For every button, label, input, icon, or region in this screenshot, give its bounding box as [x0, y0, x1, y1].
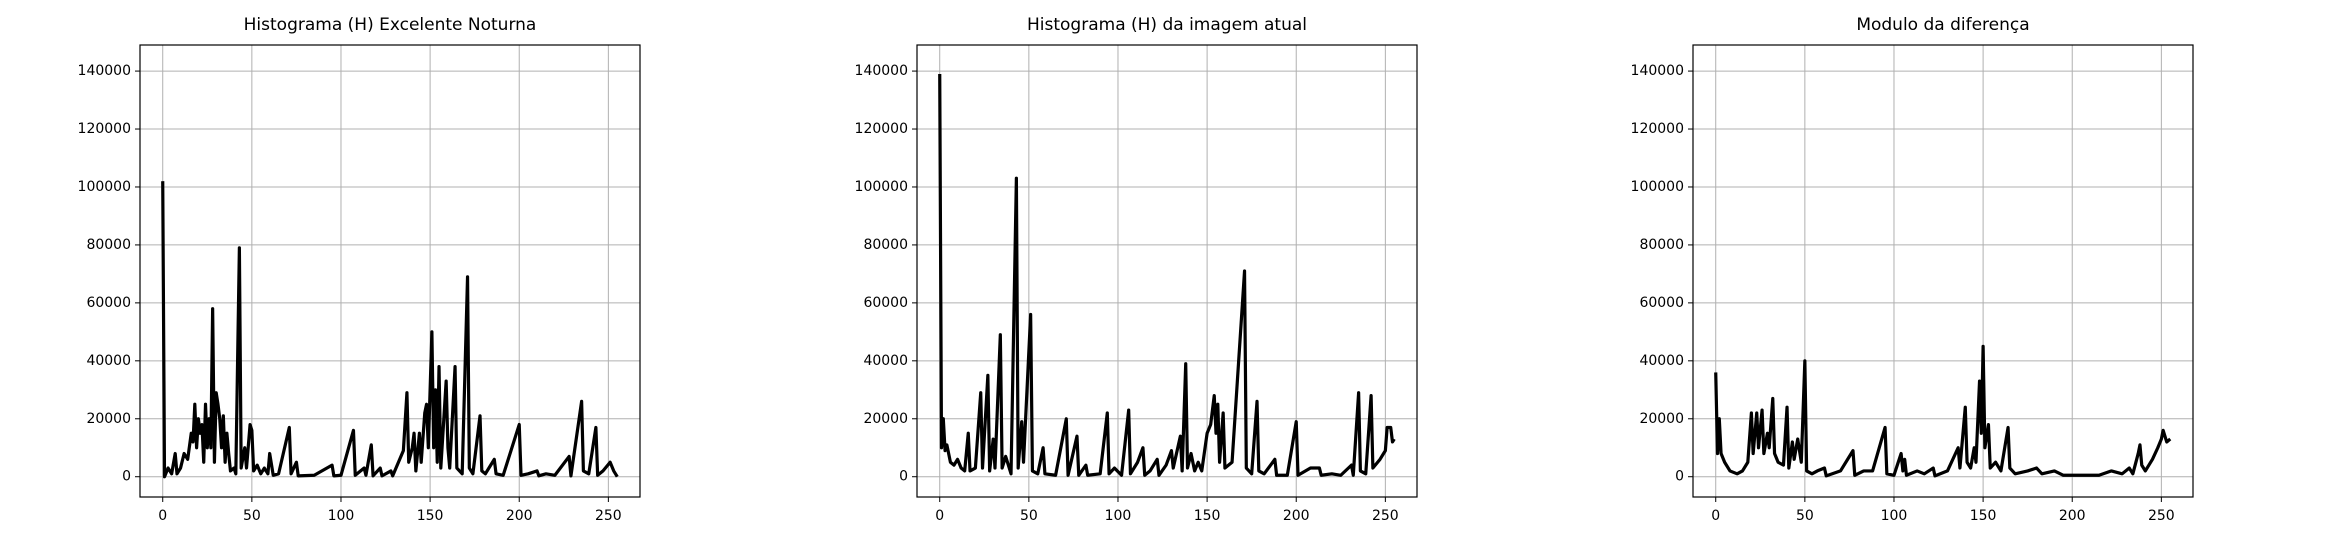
histogram-line — [161, 181, 619, 479]
y-tick-label: 80000 — [863, 237, 908, 253]
y-tick-label: 100000 — [78, 179, 131, 195]
x-tick-label: 200 — [506, 508, 533, 524]
y-tick-label: 20000 — [863, 411, 908, 427]
x-tick-label: 150 — [1194, 508, 1221, 524]
x-tick-label: 50 — [243, 508, 261, 524]
y-tick-label: 0 — [899, 469, 908, 485]
x-tick-label: 250 — [1372, 508, 1399, 524]
chart-title: Histograma (H) da imagem atual — [1027, 15, 1307, 35]
y-tick-label: 40000 — [863, 353, 908, 369]
y-tick-label: 100000 — [855, 179, 908, 195]
x-tick-label: 0 — [935, 508, 944, 524]
y-tick-label: 80000 — [86, 237, 131, 253]
y-tick-label: 0 — [1675, 469, 1684, 485]
axes-frame — [1692, 44, 2194, 498]
y-tick-label: 140000 — [1631, 63, 1684, 79]
x-tick-label: 50 — [1796, 508, 1814, 524]
y-tick-label: 120000 — [1631, 121, 1684, 137]
x-tick-label: 150 — [1970, 508, 1997, 524]
x-tick-label: 150 — [417, 508, 444, 524]
y-tick-label: 140000 — [78, 63, 131, 79]
y-tick-label: 100000 — [1631, 179, 1684, 195]
y-tick-label: 60000 — [86, 295, 131, 311]
y-tick-label: 120000 — [855, 121, 908, 137]
x-tick-label: 0 — [1711, 508, 1720, 524]
y-tick-label: 60000 — [863, 295, 908, 311]
chart-title: Modulo da diferença — [1856, 15, 2029, 35]
x-tick-label: 100 — [328, 508, 355, 524]
y-tick-label: 40000 — [1639, 353, 1684, 369]
y-tick-label: 40000 — [86, 353, 131, 369]
axes-frame — [139, 44, 641, 498]
y-tick-label: 0 — [122, 469, 131, 485]
chart-title: Histograma (H) Excelente Noturna — [244, 15, 537, 35]
y-tick-label: 20000 — [1639, 411, 1684, 427]
y-tick-label: 120000 — [78, 121, 131, 137]
x-tick-label: 50 — [1020, 508, 1038, 524]
y-tick-label: 20000 — [86, 411, 131, 427]
axes-frame — [916, 44, 1418, 498]
histogram-line — [1714, 344, 2172, 478]
y-tick-label: 60000 — [1639, 295, 1684, 311]
x-tick-label: 0 — [158, 508, 167, 524]
x-tick-label: 250 — [595, 508, 622, 524]
x-tick-label: 100 — [1881, 508, 1908, 524]
histogram-line — [938, 73, 1396, 477]
x-tick-label: 200 — [2059, 508, 2086, 524]
x-tick-label: 250 — [2148, 508, 2175, 524]
y-tick-label: 80000 — [1639, 237, 1684, 253]
y-tick-label: 140000 — [855, 63, 908, 79]
x-tick-label: 200 — [1283, 508, 1310, 524]
x-tick-label: 100 — [1105, 508, 1132, 524]
